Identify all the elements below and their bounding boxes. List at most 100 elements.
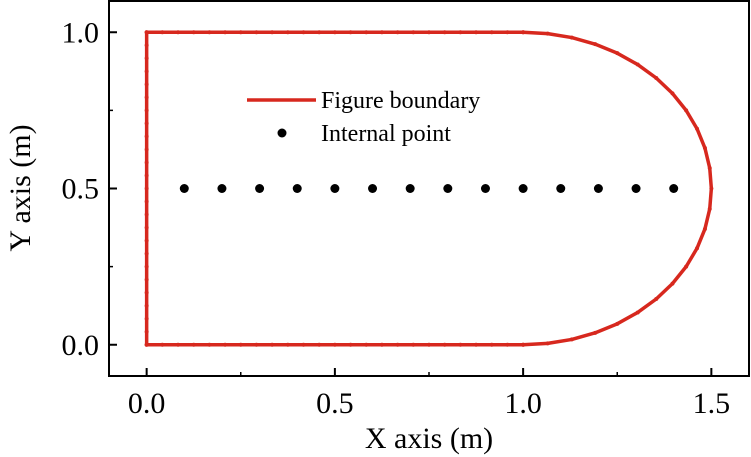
boundary-node [489,30,494,35]
boundary-node [505,30,510,35]
boundary-node [695,246,700,251]
boundary-node [285,30,290,35]
x-tick-label: 0.5 [316,387,354,420]
y-tick-label: 0.5 [62,173,100,206]
boundary-node [238,30,243,35]
boundary-node [144,316,149,321]
internal-point [669,184,679,193]
boundary-node [364,342,369,347]
boundary-node [191,30,196,35]
boundary-node [684,264,689,269]
boundary-node [144,160,149,165]
boundary-node [160,30,165,35]
boundary-node [395,342,400,347]
boundary-node [223,30,228,35]
boundary-node [707,166,712,171]
y-tick-label: 1.0 [62,16,100,49]
boundary-node [593,42,598,47]
x-axis-title: X axis (m) [365,422,493,455]
boundary-node [176,342,181,347]
boundary-node [348,342,353,347]
boundary-node [654,296,659,301]
internal-point [518,184,528,193]
boundary-node [144,199,149,204]
boundary-node [317,30,322,35]
tick-labels: 0.0 0.5 1.0 1.5 0.0 0.5 1.0 [62,16,731,420]
boundary-node [411,30,416,35]
x-tick-label: 0.0 [128,387,166,420]
boundary-node [144,264,149,269]
boundary-node [635,310,640,315]
boundary-node [395,30,400,35]
boundary-node [379,30,384,35]
boundary-node [144,56,149,61]
boundary-node [442,30,447,35]
boundary-node [364,30,369,35]
boundary-node [191,342,196,347]
boundary-node [238,342,243,347]
boundary-node [144,173,149,178]
boundary-node [615,51,620,56]
boundary-node [709,186,714,191]
legend: Figure boundary Internal point [247,88,480,147]
boundary-node [144,95,149,100]
boundary-node [223,342,228,347]
boundary-node [635,62,640,67]
internal-point [443,184,453,193]
boundary-node [144,82,149,87]
boundary-node [654,76,659,81]
boundary-node [545,31,550,36]
boundary-node [442,342,447,347]
boundary-node [458,342,463,347]
boundary-node [670,281,675,286]
boundary-node [144,30,149,35]
boundary-node [505,342,510,347]
boundary-node [144,134,149,139]
internal-point [292,184,302,193]
y-tick-label: 0.0 [62,329,100,362]
boundary-node [144,342,149,347]
boundary-node [670,91,675,96]
boundary-node [144,251,149,256]
boundary-node [144,186,149,191]
boundary-node [615,321,620,326]
boundary-node [427,342,431,347]
boundary-node [144,303,149,308]
boundary-node [458,30,463,35]
boundary-node [317,342,322,347]
boundary-node [144,43,149,48]
internal-point [217,184,227,193]
boundary-node [144,147,149,152]
boundary-node [160,342,165,347]
boundary-node [695,126,700,131]
internal-point [179,184,189,193]
boundary-node [348,30,353,35]
internal-point [631,184,641,193]
boundary-node [521,342,526,347]
boundary-node [144,329,149,334]
boundary-node [702,226,707,231]
boundary-line [144,30,714,347]
internal-point [556,184,566,193]
boundary-node [144,225,149,230]
legend-internal-swatch [277,128,287,138]
boundary-node [332,30,337,35]
boundary-node [144,108,149,113]
x-tick-label: 1.5 [693,387,731,420]
boundary-node [176,30,181,35]
internal-point [405,184,415,193]
plot-frame [108,0,750,377]
legend-internal-label: Internal point [321,121,451,147]
boundary-node [707,206,712,211]
ticks [109,31,713,376]
boundary-node [379,342,384,347]
boundary-markers [144,30,714,347]
boundary-node [684,108,689,113]
boundary-node [593,330,598,335]
boundary-node [427,30,431,35]
boundary-node [144,69,149,74]
boundary-node [301,342,306,347]
boundary-node [301,30,306,35]
boundary-node [144,212,149,217]
